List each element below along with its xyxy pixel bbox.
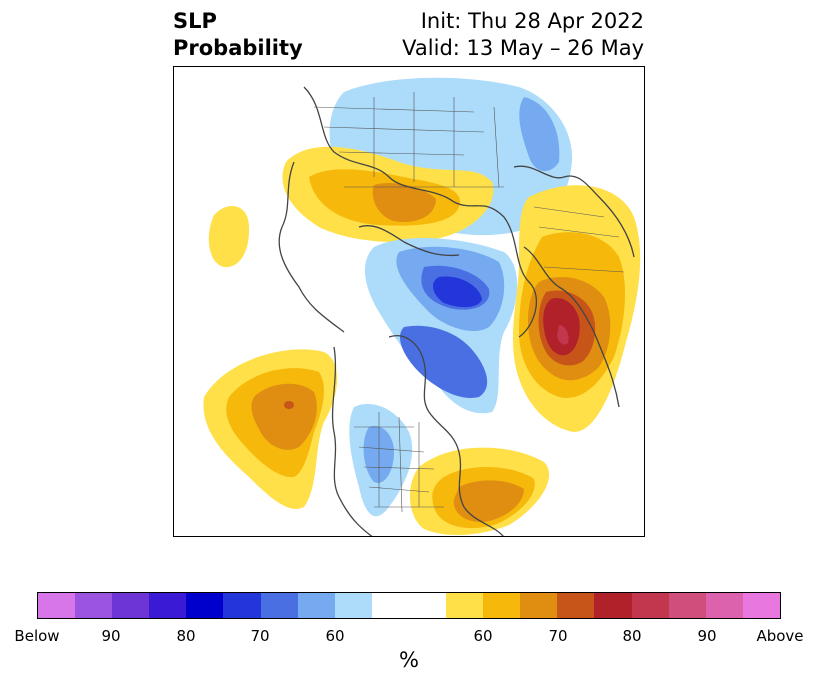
colorbar-unit-label: % (399, 648, 419, 672)
probability-colorbar (37, 592, 781, 619)
below-color-9 (334, 593, 372, 618)
colorbar-tick-below-90: 90 (101, 627, 121, 645)
colorbar-tick-above-70: 70 (548, 627, 568, 645)
map-title: SLP Probability (173, 8, 303, 62)
below-color-2 (75, 593, 113, 618)
below-color-4 (149, 593, 187, 618)
northeast-pacific-above-region (203, 349, 338, 509)
below-color-1 (38, 593, 76, 618)
below-color-5 (186, 593, 224, 618)
colorbar-tick-below-70: 70 (250, 627, 270, 645)
above-color-1 (446, 593, 484, 618)
above-color-7 (668, 593, 706, 618)
below-color-6 (223, 593, 261, 618)
below-color-8 (297, 593, 335, 618)
atlantic-above-patch (208, 205, 250, 268)
map-canvas (203, 77, 641, 536)
colorbar-tick-below-60: 60 (325, 627, 345, 645)
pacific-above-region (512, 185, 641, 432)
colorbar-tick-above-90: 90 (697, 627, 717, 645)
colorbar-tick-above: Above (756, 627, 804, 645)
colorbar-tick-above-60: 60 (473, 627, 493, 645)
below-color-7 (260, 593, 298, 618)
above-color-6 (631, 593, 669, 618)
forecast-dates: Init: Thu 28 Apr 2022 Valid: 13 May – 26… (402, 8, 644, 62)
title-line-slp: SLP (173, 9, 217, 33)
above-color-5 (594, 593, 632, 618)
valid-range: Valid: 13 May – 26 May (402, 36, 644, 60)
colorbar-tick-above-80: 80 (622, 627, 642, 645)
continent-outlines (278, 86, 635, 536)
siberia-above-region (282, 146, 494, 243)
north-atlantic-above-region (409, 447, 550, 535)
above-color-8 (705, 593, 743, 618)
colorbar-tick-below: Below (14, 627, 60, 645)
country-borders (313, 92, 625, 513)
probability-map (173, 66, 645, 537)
above-color-2 (483, 593, 521, 618)
below-color-3 (112, 593, 150, 618)
colorbar-tick-below-80: 80 (176, 627, 196, 645)
title-line-probability: Probability (173, 36, 303, 60)
init-date: Init: Thu 28 Apr 2022 (420, 9, 644, 33)
above-color-3 (520, 593, 558, 618)
above-color-4 (557, 593, 595, 618)
above-color-9 (742, 593, 780, 618)
neutral-color (371, 593, 447, 618)
